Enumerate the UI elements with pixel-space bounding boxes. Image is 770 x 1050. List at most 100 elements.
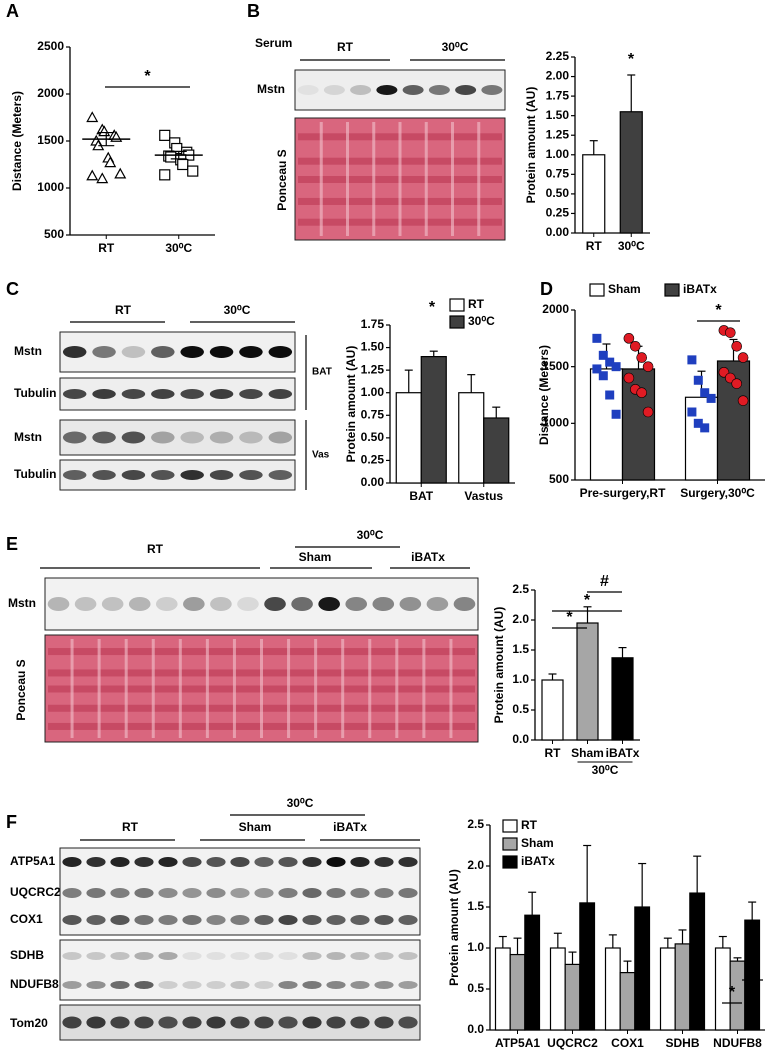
row-label: ATP5A1 <box>10 854 55 868</box>
annotation: * <box>729 984 736 1001</box>
blot-band <box>302 915 322 925</box>
blot-band <box>230 915 250 925</box>
blot-band <box>350 981 370 989</box>
data-point <box>629 340 641 352</box>
group-label: RT <box>122 820 139 834</box>
y-axis-label: Protein amount (AU) <box>524 87 538 204</box>
data-point <box>642 406 654 418</box>
blot-band <box>239 470 263 480</box>
x-tick-label: RT <box>586 239 603 253</box>
blot <box>44 577 479 631</box>
data-point <box>159 129 171 141</box>
y-tick-label: 2.00 <box>546 69 570 83</box>
blot-band <box>206 952 226 960</box>
data-point <box>605 390 615 400</box>
panel-letter: D <box>540 279 553 299</box>
bar <box>611 657 634 741</box>
blot-band <box>209 431 234 444</box>
blot-band <box>121 470 146 480</box>
blot-band <box>180 346 204 358</box>
data-point <box>700 423 710 433</box>
row-label: COX1 <box>10 912 43 926</box>
data-point <box>605 357 615 367</box>
blot-band <box>326 1016 346 1029</box>
annotation: * <box>566 609 573 626</box>
annotation: * <box>429 299 436 316</box>
blot-band <box>291 597 313 611</box>
y-tick-label: 0.5 <box>467 981 484 995</box>
x-tick-label: NDUFB8 <box>713 1036 762 1050</box>
blot-band <box>151 470 175 480</box>
blot-band <box>158 952 178 960</box>
blot-band <box>110 857 130 867</box>
tissue-label: Vas <box>312 450 330 461</box>
bar <box>509 953 526 1031</box>
group-label: Sham <box>239 820 272 834</box>
error-bar <box>627 74 636 112</box>
error-bar <box>492 406 501 418</box>
row-label: Tom20 <box>10 1016 48 1030</box>
blot-band <box>428 85 450 95</box>
blot-band <box>134 915 154 925</box>
panel-letter: E <box>6 534 18 554</box>
x-tick-label: Surgery,30⁰C <box>680 486 755 500</box>
blot-band <box>239 431 263 444</box>
blot-band <box>326 915 346 925</box>
blot-band <box>110 888 130 898</box>
data-point <box>724 327 736 338</box>
legend-label: Sham <box>521 836 554 850</box>
y-tick-label: 0.0 <box>467 1022 484 1036</box>
blot-band <box>62 1016 82 1029</box>
error-bar <box>618 646 627 658</box>
row-label: Ponceau S <box>275 149 289 210</box>
group-label: 30⁰C <box>287 796 314 810</box>
blot-band <box>372 597 395 611</box>
annotation: * <box>144 68 151 85</box>
blot-band <box>230 981 250 989</box>
blot-band <box>268 470 293 480</box>
sem-bar <box>98 131 115 147</box>
blot-band <box>182 888 202 898</box>
blot-band <box>237 597 259 611</box>
blot-band <box>481 85 503 95</box>
blot-band <box>374 857 394 867</box>
y-tick-label: 0.75 <box>361 407 385 421</box>
bar <box>458 392 485 484</box>
x-tick-label: RT <box>98 241 115 255</box>
x-tick-label: Vastus <box>464 489 503 503</box>
legend-swatch <box>449 298 465 312</box>
legend-label: 30⁰C <box>468 314 495 328</box>
group-label: RT <box>115 303 132 317</box>
legend-label: iBATx <box>521 854 555 868</box>
blot-band <box>86 952 106 960</box>
y-tick-label: 1.50 <box>361 340 385 354</box>
data-point <box>86 111 99 123</box>
bar <box>524 914 541 1031</box>
data-point <box>177 158 189 171</box>
data-point <box>693 418 703 428</box>
data-point <box>731 340 743 352</box>
blot-band <box>426 597 449 611</box>
row-label: Mstn <box>8 596 36 610</box>
bar <box>619 111 643 234</box>
blot-band <box>374 981 394 989</box>
blot-band <box>92 389 116 399</box>
y-tick-label: 0.5 <box>512 702 529 716</box>
data-point <box>737 352 749 363</box>
y-tick-label: 1.50 <box>546 108 570 122</box>
bar <box>582 154 606 234</box>
x-tick-label: iBATx <box>606 746 640 760</box>
row-label: UQCRC2 <box>10 885 61 899</box>
y-tick-label: 2.0 <box>467 858 484 872</box>
blot-band <box>230 952 250 960</box>
blot-band <box>158 857 178 867</box>
blot-band <box>62 857 82 867</box>
bar <box>564 963 581 1031</box>
bar <box>619 971 636 1031</box>
data-point <box>86 169 99 181</box>
blot-band <box>158 981 178 989</box>
blot-band <box>302 888 322 898</box>
blot-band <box>374 952 394 960</box>
data-point <box>687 407 697 417</box>
blot-band <box>62 888 82 898</box>
